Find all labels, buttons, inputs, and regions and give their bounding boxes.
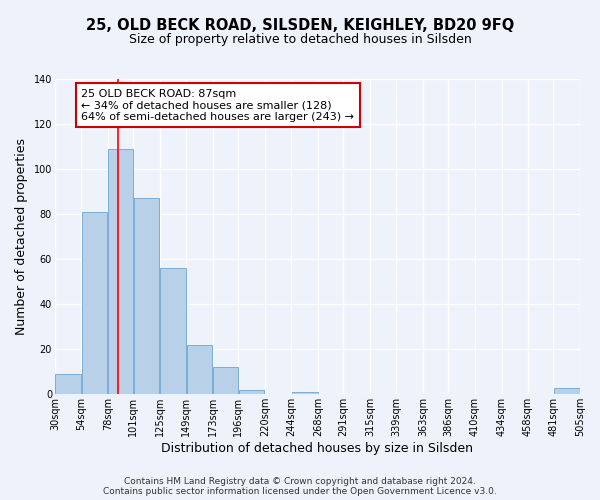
Bar	[134, 198, 160, 394]
Y-axis label: Number of detached properties: Number of detached properties	[15, 138, 28, 335]
Text: 25 OLD BECK ROAD: 87sqm
← 34% of detached houses are smaller (128)
64% of semi-d: 25 OLD BECK ROAD: 87sqm ← 34% of detache…	[82, 88, 355, 122]
Text: Contains HM Land Registry data © Crown copyright and database right 2024.: Contains HM Land Registry data © Crown c…	[124, 476, 476, 486]
Bar	[292, 392, 317, 394]
Bar	[214, 368, 238, 394]
Bar	[554, 388, 580, 394]
Bar	[55, 374, 81, 394]
Bar	[109, 149, 133, 394]
Bar	[82, 212, 107, 394]
Bar	[160, 268, 186, 394]
Text: Contains public sector information licensed under the Open Government Licence v3: Contains public sector information licen…	[103, 486, 497, 496]
X-axis label: Distribution of detached houses by size in Silsden: Distribution of detached houses by size …	[161, 442, 473, 455]
Text: Size of property relative to detached houses in Silsden: Size of property relative to detached ho…	[128, 32, 472, 46]
Text: 25, OLD BECK ROAD, SILSDEN, KEIGHLEY, BD20 9FQ: 25, OLD BECK ROAD, SILSDEN, KEIGHLEY, BD…	[86, 18, 514, 32]
Bar	[239, 390, 265, 394]
Bar	[187, 344, 212, 395]
